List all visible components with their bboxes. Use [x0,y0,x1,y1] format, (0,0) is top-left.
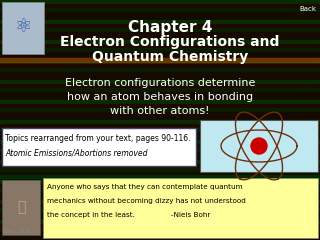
Bar [2,180,40,235]
Text: mechanics without becoming dizzy has not understood: mechanics without becoming dizzy has not… [47,198,246,204]
Bar [0,180,320,183]
Bar [2,128,196,166]
Text: the concept in the least.                -Niels Bohr: the concept in the least. -Niels Bohr [47,212,210,218]
Bar [0,84,320,87]
Text: Chapter 4: Chapter 4 [128,20,212,35]
Bar [0,156,320,159]
Bar [0,120,320,123]
Bar [0,144,320,147]
Bar [0,228,320,231]
Text: Electron configurations determine: Electron configurations determine [65,78,255,88]
Bar [0,32,320,35]
Bar [0,52,320,55]
Bar [43,178,318,238]
Bar [200,120,318,172]
Text: Back: Back [299,6,316,12]
Bar [0,192,320,195]
Bar [0,28,320,31]
Text: Atomic Emissions/Abortions removed: Atomic Emissions/Abortions removed [5,148,148,157]
Bar [0,4,320,7]
Text: ⚛: ⚛ [14,18,32,36]
Bar [0,64,320,67]
Bar [0,16,320,19]
Text: Anyone who says that they can contemplate quantum: Anyone who says that they can contemplat… [47,184,243,190]
Bar [0,152,320,155]
Text: Desc. 2024: Desc. 2024 [3,229,30,234]
Bar [0,132,320,135]
Bar [0,136,320,139]
Bar [2,2,44,54]
Text: 🧑: 🧑 [17,200,25,214]
Text: with other atoms!: with other atoms! [110,106,210,116]
Bar [0,124,320,127]
Bar [0,216,320,219]
Bar [0,168,320,171]
Bar [0,96,320,99]
Bar [0,56,320,59]
Bar [0,176,320,179]
Bar [0,164,320,167]
Bar [0,92,320,95]
Bar [0,184,320,187]
Bar [0,88,320,91]
Bar [0,220,320,223]
Bar [0,204,320,207]
Bar [0,8,320,11]
Bar [0,108,320,111]
Bar [0,104,320,107]
Text: how an atom behaves in bonding: how an atom behaves in bonding [67,92,253,102]
Bar [0,224,320,227]
Text: Quantum Chemistry: Quantum Chemistry [92,50,248,64]
Bar [0,44,320,47]
Bar [0,48,320,51]
Bar [0,200,320,203]
Bar [0,12,320,15]
Bar [0,116,320,119]
Bar [0,76,320,79]
Circle shape [251,138,267,154]
Bar [0,232,320,235]
Bar [0,60,320,63]
Text: Electron Configurations and: Electron Configurations and [60,35,280,49]
Bar [0,72,320,75]
Bar [0,175,320,178]
Bar [0,236,320,239]
Bar [0,208,320,211]
Bar [0,36,320,39]
Bar [0,128,320,131]
Bar [0,160,320,163]
Bar [0,140,320,143]
Bar [0,68,320,71]
Bar [0,0,320,3]
Bar [0,80,320,83]
Bar [0,188,320,191]
Bar [0,212,320,215]
Bar [0,24,320,27]
Bar [0,40,320,43]
Bar [0,20,320,23]
Text: Topics rearranged from your text, pages 90-116.: Topics rearranged from your text, pages … [5,134,190,143]
Bar [0,196,320,199]
Bar [0,100,320,103]
Bar [0,172,320,175]
Bar [0,112,320,115]
Bar [0,148,320,151]
Bar [0,58,320,62]
